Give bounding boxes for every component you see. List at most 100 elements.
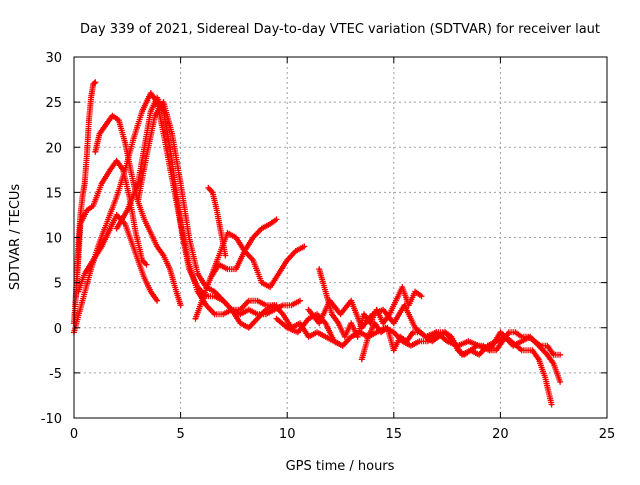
data-point	[381, 322, 385, 325]
data-point	[124, 168, 127, 171]
data-point	[100, 182, 103, 185]
data-point	[307, 335, 310, 338]
series-track-14	[358, 320, 564, 363]
data-point	[124, 141, 127, 144]
data-point	[141, 258, 144, 262]
data-point	[475, 344, 479, 347]
data-point	[494, 349, 498, 352]
data-point	[296, 331, 300, 334]
data-point	[409, 344, 413, 347]
data-point	[437, 335, 440, 338]
data-point	[362, 313, 366, 316]
data-point	[303, 245, 306, 248]
data-point	[207, 186, 210, 190]
data-point	[375, 308, 378, 311]
data-point	[520, 335, 523, 338]
data-point	[87, 119, 91, 122]
data-point	[315, 331, 319, 334]
data-point	[149, 91, 152, 95]
data-point	[443, 331, 447, 334]
chart-title: Day 339 of 2021, Sidereal Day-to-day VTE…	[80, 22, 600, 37]
data-point	[392, 331, 395, 334]
data-point	[332, 340, 336, 343]
data-point	[222, 313, 225, 316]
data-point	[196, 285, 199, 289]
y-tick-label: 20	[45, 141, 62, 156]
data-point	[431, 340, 434, 343]
data-point	[488, 349, 491, 352]
data-point	[552, 353, 555, 356]
series-track-13	[316, 266, 425, 340]
data-point	[337, 322, 340, 325]
data-point	[239, 322, 242, 325]
data-point	[499, 331, 502, 334]
data-point	[392, 322, 395, 325]
data-point	[341, 344, 344, 347]
data-point	[98, 240, 101, 244]
data-point	[187, 267, 191, 271]
data-point	[162, 100, 165, 104]
data-point	[350, 335, 353, 338]
x-tick-label: 25	[599, 427, 616, 442]
data-point	[92, 82, 95, 86]
data-point	[77, 245, 80, 248]
data-point	[211, 191, 214, 194]
data-point	[194, 317, 197, 320]
data-point	[264, 308, 268, 311]
data-point	[324, 322, 327, 325]
data-point	[388, 313, 391, 316]
data-point	[136, 200, 140, 203]
data-point	[217, 263, 221, 266]
data-point	[143, 218, 146, 221]
data-point	[463, 353, 466, 356]
data-point	[369, 322, 372, 325]
data-point	[318, 322, 321, 325]
data-point	[155, 96, 159, 99]
data-point	[224, 254, 227, 257]
data-point	[482, 344, 485, 347]
series-track-10	[205, 184, 229, 259]
data-point	[277, 272, 280, 275]
data-point	[260, 281, 263, 284]
data-point	[281, 304, 285, 307]
data-point	[111, 114, 114, 117]
data-point	[373, 322, 376, 325]
series-track-4	[92, 112, 184, 309]
data-point	[247, 308, 250, 311]
data-layer	[71, 79, 564, 408]
data-point	[298, 299, 302, 302]
data-point	[507, 331, 511, 334]
data-point	[213, 313, 216, 316]
data-point	[558, 353, 562, 356]
data-point	[539, 344, 543, 347]
data-point	[181, 236, 184, 239]
data-point	[200, 299, 204, 302]
data-point	[501, 340, 504, 343]
data-point	[435, 331, 438, 334]
data-point	[94, 150, 97, 153]
data-point	[558, 380, 562, 384]
data-point	[115, 213, 118, 217]
data-point	[215, 209, 218, 212]
data-point	[251, 236, 255, 239]
data-point	[162, 254, 165, 257]
data-point	[537, 358, 540, 361]
data-point	[520, 349, 523, 352]
data-point	[205, 304, 208, 307]
data-point	[143, 276, 146, 280]
data-point	[286, 258, 289, 262]
data-point	[85, 155, 89, 158]
data-point	[450, 335, 453, 338]
data-point	[79, 213, 82, 217]
data-point	[153, 114, 157, 117]
x-tick-label: 0	[70, 427, 78, 442]
data-point	[85, 209, 89, 212]
data-point	[226, 231, 229, 235]
data-point	[226, 267, 229, 271]
data-point	[550, 403, 553, 406]
data-point	[109, 227, 112, 230]
data-point	[89, 96, 93, 99]
data-point	[467, 340, 470, 343]
